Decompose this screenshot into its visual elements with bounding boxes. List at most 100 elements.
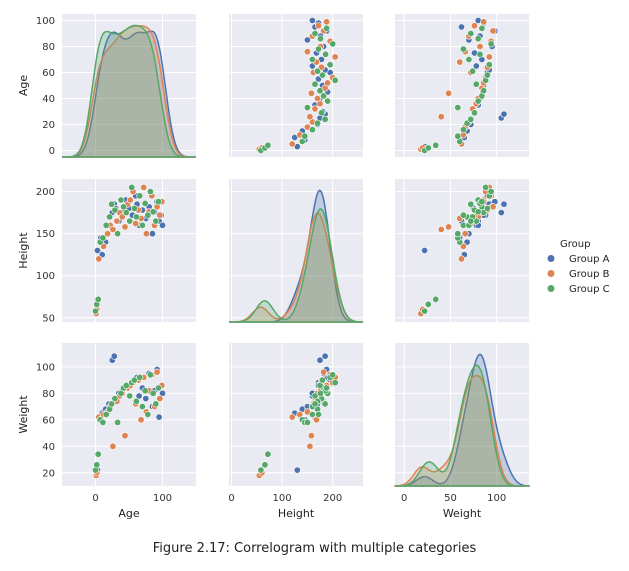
y-axis-label: Age	[17, 75, 30, 97]
panel-age-vs-weight	[395, 14, 529, 157]
point-group-c	[472, 80, 480, 88]
legend: Group Group A Group B Group C	[547, 239, 610, 295]
point-group-c	[102, 221, 110, 229]
point-group-c	[108, 400, 116, 408]
point-group-c	[155, 198, 163, 206]
legend-label-group-c: Group C	[569, 284, 610, 295]
point-group-b	[142, 230, 150, 238]
panel-height-vs-age: 50 100 150 200 Height	[17, 179, 196, 324]
point-group-c	[308, 410, 316, 418]
panel-background	[395, 179, 529, 322]
point-group-c	[326, 61, 334, 69]
legend-label-group-b: Group B	[569, 269, 610, 280]
point-group-c	[314, 410, 322, 418]
panel-height-vs-height	[229, 179, 363, 323]
point-group-b	[307, 432, 315, 440]
point-group-b	[121, 223, 129, 231]
point-group-c	[264, 450, 272, 458]
point-group-c	[474, 208, 482, 216]
y-tick-label: 80	[42, 389, 55, 400]
point-group-c	[136, 373, 144, 381]
y-tick-label: 150	[36, 229, 55, 240]
point-group-b	[126, 196, 134, 204]
y-tick-label: 60	[42, 415, 55, 426]
point-group-c	[476, 50, 484, 58]
point-group-c	[331, 76, 339, 84]
point-group-c	[152, 217, 160, 225]
point-group-b	[311, 105, 319, 113]
point-group-b	[314, 22, 322, 30]
point-group-c	[301, 132, 309, 140]
point-group-c	[308, 126, 316, 134]
kde-group-c	[229, 208, 363, 323]
point-group-c	[94, 295, 102, 303]
y-axis-label: Height	[17, 232, 30, 269]
y-tick-label: 0	[49, 146, 55, 157]
point-group-b	[109, 442, 117, 450]
kde-group-b	[394, 374, 529, 487]
point-group-c	[117, 196, 125, 204]
point-group-a	[472, 62, 480, 70]
point-group-b	[485, 53, 493, 61]
point-group-c	[465, 55, 473, 63]
point-group-c	[313, 67, 321, 75]
x-tick-label: 0	[228, 493, 234, 504]
panel-height-vs-weight	[395, 179, 529, 322]
point-group-a	[316, 356, 324, 364]
point-group-b	[156, 211, 164, 219]
point-group-a	[94, 247, 102, 255]
x-axis-label: Height	[278, 507, 315, 520]
point-group-b	[489, 27, 497, 35]
point-group-c	[311, 29, 319, 37]
point-group-c	[317, 109, 325, 117]
point-group-c	[323, 24, 331, 32]
point-group-c	[111, 206, 119, 214]
point-group-c	[149, 389, 157, 397]
point-group-c	[482, 183, 490, 191]
point-group-c	[138, 221, 146, 229]
point-group-b	[313, 95, 321, 103]
point-group-c	[320, 92, 328, 100]
point-group-b	[288, 413, 296, 421]
point-group-c	[432, 141, 440, 149]
point-group-b	[153, 368, 161, 376]
point-group-a	[500, 200, 508, 208]
y-tick-label: 100	[36, 16, 55, 27]
point-group-b	[331, 53, 339, 61]
point-group-b	[320, 368, 328, 376]
point-group-b	[156, 395, 164, 403]
point-group-c	[126, 217, 134, 225]
point-group-c	[469, 67, 477, 75]
point-group-c	[318, 376, 326, 384]
point-group-a	[155, 413, 163, 421]
panel-age-vs-height	[229, 14, 363, 157]
point-group-c	[106, 213, 114, 221]
legend-marker-group-a	[547, 255, 555, 262]
figure-caption: Figure 2.17: Correlogram with multiple c…	[152, 541, 477, 556]
point-group-c	[141, 199, 149, 207]
point-group-c	[459, 126, 467, 134]
y-tick-label: 40	[42, 94, 55, 105]
point-group-c	[93, 461, 101, 469]
point-group-c	[478, 24, 486, 32]
point-group-b	[437, 226, 445, 234]
legend-marker-group-b	[547, 270, 555, 277]
x-tick-label: 0	[92, 493, 98, 504]
x-tick-label: 200	[323, 493, 342, 504]
point-group-c	[474, 97, 482, 105]
point-group-c	[329, 371, 337, 379]
point-group-c	[120, 203, 128, 211]
point-group-c	[480, 87, 488, 95]
point-group-c	[329, 40, 337, 48]
point-group-c	[424, 144, 432, 152]
y-tick-label: 40	[42, 442, 55, 453]
point-group-b	[306, 442, 314, 450]
y-tick-label: 20	[42, 120, 55, 131]
point-group-c	[257, 466, 265, 474]
point-group-c	[467, 115, 475, 123]
point-group-c	[316, 35, 324, 43]
point-group-c	[144, 211, 152, 219]
point-group-c	[308, 55, 316, 63]
point-group-b	[445, 89, 453, 97]
point-group-b	[445, 223, 453, 231]
